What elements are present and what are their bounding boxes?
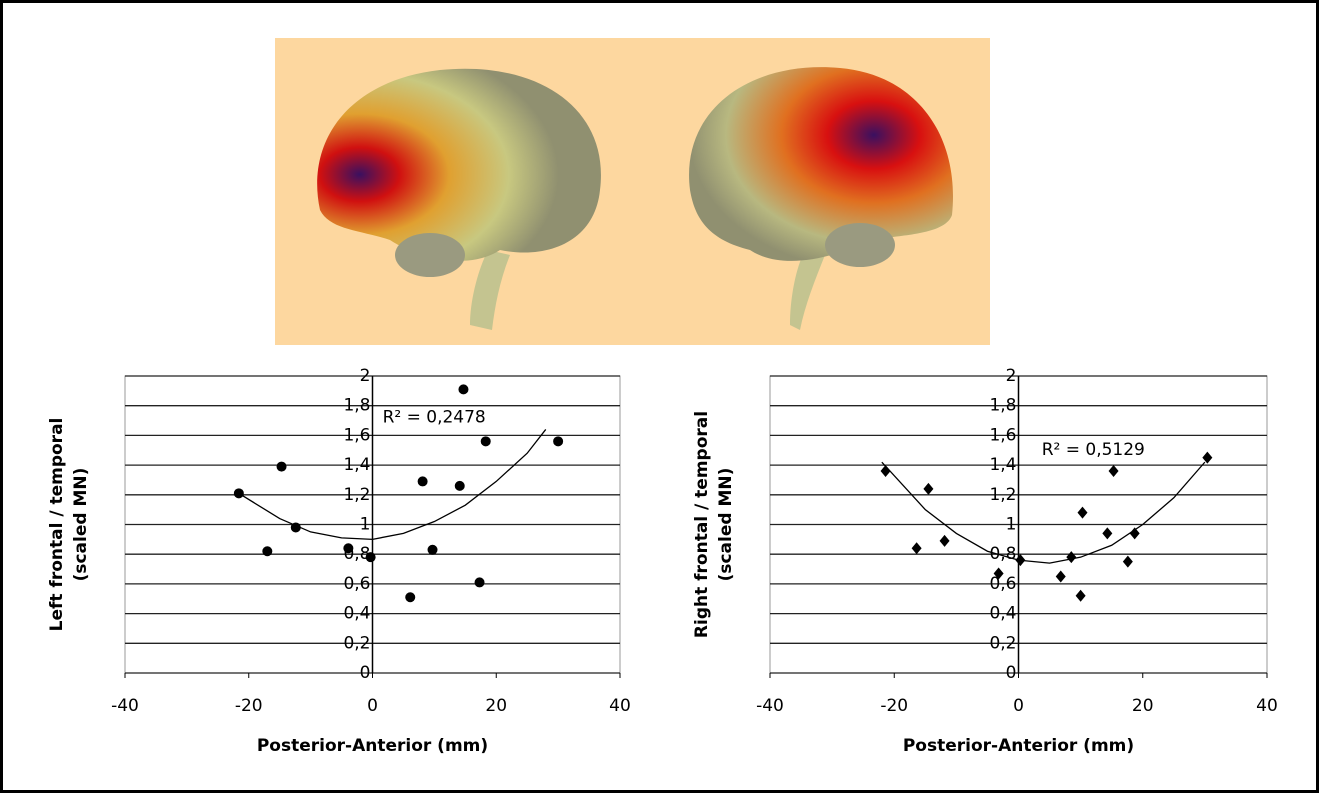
y-axis-title: (scaled MN)	[71, 468, 91, 582]
y-tick-label: 0	[1006, 663, 1017, 683]
y-tick-label: 2	[360, 366, 371, 386]
x-tick-label: 0	[1013, 696, 1024, 716]
x-tick-label: -40	[111, 696, 139, 716]
y-axis-title: Right frontal / temporal	[692, 411, 712, 638]
y-tick-label: 0,6	[989, 574, 1016, 594]
x-tick-label: 20	[485, 696, 507, 716]
x-tick-label: 40	[1256, 696, 1278, 716]
x-tick-label: -40	[756, 696, 784, 716]
point	[939, 534, 950, 547]
x-tick-label: 20	[1132, 696, 1154, 716]
point	[365, 552, 376, 563]
y-tick-label: 2	[1006, 366, 1017, 386]
right-brain	[689, 67, 954, 330]
y-tick-label: 0,2	[989, 633, 1016, 653]
y-axis-title: (scaled MN)	[716, 468, 736, 582]
y-tick-label: 1,6	[989, 425, 1016, 445]
point	[290, 522, 301, 533]
point	[1077, 506, 1088, 519]
point	[553, 436, 564, 447]
x-tick-label: -20	[880, 696, 908, 716]
y-tick-label: 0,8	[989, 544, 1016, 564]
x-axis-title: Posterior-Anterior (mm)	[257, 736, 488, 756]
point	[262, 546, 273, 557]
point	[1108, 465, 1119, 478]
left-brain	[317, 68, 601, 330]
point	[1122, 555, 1133, 568]
x-tick-label: -20	[235, 696, 263, 716]
annotation: R² = 0,2478	[383, 407, 486, 427]
y-tick-label: 1,8	[343, 396, 370, 416]
trendline	[881, 461, 1206, 564]
y-tick-label: 1,6	[343, 425, 370, 445]
y-tick-label: 0	[360, 663, 371, 683]
point	[1202, 451, 1213, 464]
x-tick-label: 0	[367, 696, 378, 716]
point	[474, 577, 485, 588]
point	[417, 476, 428, 487]
y-tick-label: 0,6	[343, 574, 370, 594]
x-tick-label: 40	[609, 696, 631, 716]
point	[1015, 554, 1026, 567]
y-tick-label: 1	[1006, 515, 1017, 535]
point	[1055, 570, 1066, 583]
point	[343, 543, 354, 554]
point	[923, 482, 934, 495]
point	[1102, 527, 1113, 540]
point	[880, 465, 891, 478]
y-tick-label: 1,4	[343, 455, 370, 475]
y-tick-label: 1,2	[343, 485, 370, 505]
y-tick-label: 0,2	[343, 633, 370, 653]
y-tick-label: 1,4	[989, 455, 1016, 475]
point	[993, 567, 1004, 580]
point	[276, 461, 287, 472]
y-tick-label: 1	[360, 515, 371, 535]
point	[1066, 551, 1077, 564]
y-tick-label: 1,2	[989, 485, 1016, 505]
point	[911, 542, 922, 555]
y-tick-label: 1,8	[989, 396, 1016, 416]
point	[1075, 589, 1086, 602]
point	[480, 436, 491, 447]
x-axis-title: Posterior-Anterior (mm)	[903, 736, 1134, 756]
y-axis-title: Left frontal / temporal	[47, 418, 67, 632]
y-tick-label: 0,4	[343, 604, 370, 624]
point	[454, 480, 465, 491]
point	[1129, 527, 1140, 540]
point	[427, 544, 438, 555]
y-tick-label: 0,4	[989, 604, 1016, 624]
point	[233, 488, 244, 499]
point	[405, 592, 416, 603]
point	[458, 384, 469, 395]
annotation: R² = 0,5129	[1042, 440, 1145, 460]
